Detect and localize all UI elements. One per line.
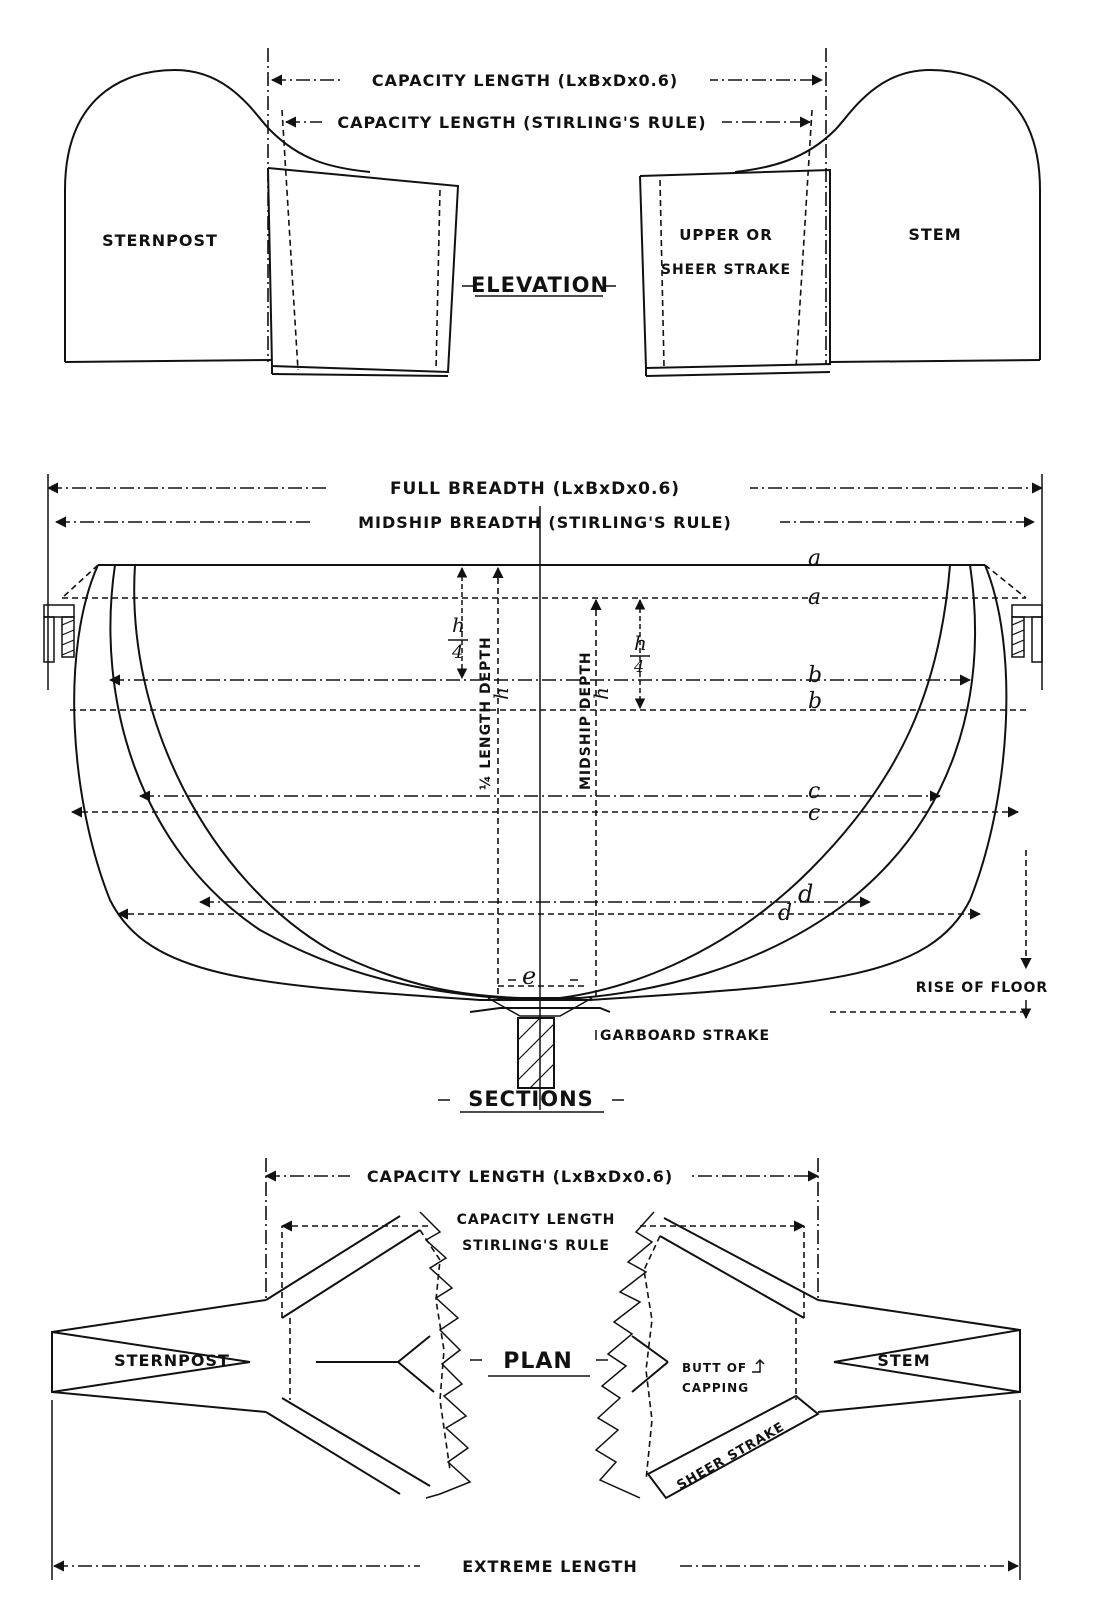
level-d-1: d (798, 880, 813, 908)
plan-capacity-length-b2: STIRLING'S RULE (462, 1238, 610, 1254)
plan-stem-label: STEM (877, 1351, 930, 1370)
quarter-depth-h: h (489, 687, 513, 700)
hull-section-inner (133, 564, 951, 999)
keel (517, 1017, 555, 1089)
elevation-sternpost-label: STERNPOST (102, 231, 218, 250)
rise-of-floor-label: RISE OF FLOOR (916, 980, 1048, 996)
elevation-stem-outline (734, 68, 1041, 360)
plan-sheer-strake (646, 1394, 820, 1500)
e-label: e (522, 962, 536, 990)
plan-title: PLAN (503, 1349, 573, 1374)
garboard-label: GARBOARD STRAKE (600, 1028, 770, 1044)
elevation-title: ELEVATION (471, 273, 609, 297)
h-quarter-den: 4 (451, 642, 463, 663)
hull-section-middle (109, 564, 976, 999)
extreme-length-label: EXTREME LENGTH (462, 1557, 638, 1576)
elevation-sheer-label-2: SHEER STRAKE (661, 262, 791, 278)
level-d-2: d (778, 901, 792, 926)
plan-sternpost-label: STERNPOST (114, 1351, 230, 1370)
elevation-left-planks (267, 167, 460, 374)
elevation-capacity-length-a: CAPACITY LENGTH (LxBxDx0.6) (372, 71, 678, 90)
elevation-sternpost-outline (64, 68, 371, 362)
plan-view: CAPACITY LENGTH (LxBxDx0.6) CAPACITY LEN… (51, 1158, 1021, 1582)
midship-breadth-label: MIDSHIP BREADTH (STIRLING'S RULE) (358, 513, 732, 532)
elevation-right-planks (639, 168, 831, 370)
h-quarter-num: h (452, 613, 465, 637)
midship-depth-h: h (589, 687, 613, 700)
h-quarter-num-2: h (634, 631, 647, 655)
level-a-2: a (808, 585, 821, 610)
plan-capacity-length-b1: CAPACITY LENGTH (457, 1212, 616, 1228)
full-breadth-label: FULL BREADTH (LxBxDx0.6) (390, 479, 680, 499)
level-b-2: b (808, 689, 822, 714)
elevation-stem-label: STEM (908, 225, 961, 244)
plan-right-break (594, 1211, 655, 1499)
level-c-1: c (808, 779, 820, 804)
plan-capacity-length-a: CAPACITY LENGTH (LxBxDx0.6) (367, 1167, 673, 1186)
sections-title: SECTIONS (468, 1087, 594, 1111)
midship-depth-label: MIDSHIP DEPTH (578, 651, 594, 790)
butt-label-1: BUTT OF (682, 1361, 747, 1375)
elevation-capacity-length-b: CAPACITY LENGTH (STIRLING'S RULE) (337, 113, 706, 132)
h-quarter-den-2: 4 (633, 657, 644, 676)
plan-left-break (419, 1211, 472, 1499)
elevation-view: CAPACITY LENGTH (LxBxDx0.6) CAPACITY LEN… (64, 48, 1041, 377)
level-b-1: b (808, 663, 822, 688)
quarter-length-depth-label: ¼ LENGTH DEPTH (478, 636, 494, 790)
plan-sternpost-outline (51, 1299, 267, 1413)
plan-stem-outline (817, 1299, 1021, 1413)
sections-view: FULL BREADTH (LxBxDx0.6) MIDSHIP BREADTH… (43, 470, 1048, 1113)
butt-label-2: CAPPING (682, 1381, 749, 1395)
elevation-sheer-label-1: UPPER OR (679, 226, 773, 244)
level-a-1: a (808, 546, 821, 571)
level-c-2: c (808, 801, 820, 826)
